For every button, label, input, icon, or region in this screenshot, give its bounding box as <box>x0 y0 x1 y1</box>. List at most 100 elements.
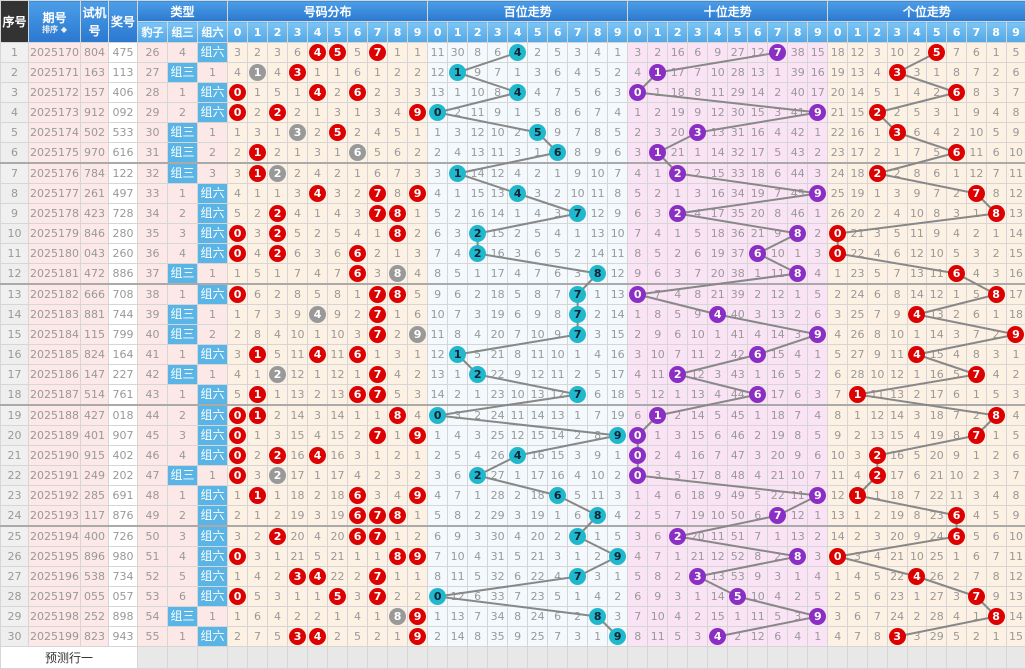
prediction-cell[interactable] <box>648 647 668 669</box>
prediction-cell[interactable] <box>328 647 348 669</box>
hundreds-cell: 10 <box>588 163 608 184</box>
units-cell: 21 <box>927 466 947 486</box>
hundreds-ball: 6 <box>549 144 566 161</box>
prediction-cell[interactable] <box>608 647 628 669</box>
prediction-cell[interactable] <box>947 647 967 669</box>
prediction-cell[interactable] <box>288 647 308 669</box>
prediction-cell[interactable] <box>1006 647 1025 669</box>
tens-cell: 20 <box>768 446 788 466</box>
prediction-cell[interactable] <box>668 647 688 669</box>
units-cell: 7 <box>1006 83 1025 103</box>
units-cell: 2 <box>867 163 887 184</box>
prediction-cell[interactable] <box>248 647 268 669</box>
units-cell: 18 <box>887 486 907 506</box>
prediction-cell[interactable] <box>728 647 748 669</box>
prediction-cell[interactable] <box>688 647 708 669</box>
prediction-cell[interactable] <box>828 647 848 669</box>
zu6-badge: 组六 <box>198 184 227 203</box>
tens-cell: 6 <box>628 587 648 607</box>
prediction-cell[interactable] <box>488 647 508 669</box>
prediction-cell[interactable] <box>907 647 927 669</box>
prediction-cell[interactable] <box>568 647 588 669</box>
units-cell: 3 <box>887 63 907 83</box>
prediction-cell[interactable] <box>748 647 768 669</box>
prediction-cell[interactable] <box>788 647 808 669</box>
issue-number: 2025178 <box>29 204 81 224</box>
prediction-cell[interactable] <box>867 647 887 669</box>
zu3-cell: 1 <box>168 486 198 506</box>
units-cell: 6 <box>947 264 967 285</box>
prediction-cell[interactable] <box>228 647 248 669</box>
units-cell: 4 <box>887 204 907 224</box>
dist-cell: 1 <box>368 446 388 466</box>
prediction-cell[interactable] <box>768 647 788 669</box>
dist-cell: 9 <box>408 325 428 345</box>
header-issue[interactable]: 期号排序 ◆ <box>29 1 81 43</box>
header-digit: 3 <box>288 22 308 43</box>
prediction-cell[interactable] <box>308 647 328 669</box>
dist-cell: 1 <box>308 325 328 345</box>
dist-cell: 4 <box>348 224 368 244</box>
hundreds-ball: 1 <box>449 165 466 182</box>
units-cell: 1 <box>867 123 887 143</box>
dist-cell: 12 <box>288 365 308 385</box>
prediction-cell[interactable] <box>348 647 368 669</box>
tens-cell: 40 <box>728 305 748 325</box>
prediction-cell[interactable] <box>408 647 428 669</box>
hundreds-cell: 7 <box>468 607 488 627</box>
dist-cell: 21 <box>328 547 348 567</box>
tens-cell: 3 <box>808 163 828 184</box>
tens-ball: 3 <box>689 124 706 141</box>
prediction-cell[interactable] <box>168 647 198 669</box>
dist-cell: 3 <box>308 405 328 426</box>
dist-cell: 1 <box>248 143 268 164</box>
dist-cell: 4 <box>248 567 268 587</box>
sort-icon[interactable]: 排序 ◆ <box>29 26 80 34</box>
dist-ball: 0 <box>229 588 246 605</box>
prediction-cell[interactable] <box>986 647 1006 669</box>
dist-cell: 7 <box>328 264 348 285</box>
prediction-cell[interactable] <box>808 647 828 669</box>
hundreds-cell: 1 <box>588 627 608 647</box>
prediction-cell[interactable] <box>138 647 168 669</box>
prediction-cell[interactable] <box>708 647 728 669</box>
dist-cell: 2 <box>268 244 288 264</box>
dist-cell: 2 <box>408 587 428 607</box>
row-number: 18 <box>1 385 29 406</box>
dist-cell: 2 <box>348 123 368 143</box>
prediction-cell[interactable] <box>268 647 288 669</box>
prediction-cell[interactable] <box>588 647 608 669</box>
prediction-cell[interactable] <box>198 647 228 669</box>
tens-cell: 1 <box>808 506 828 527</box>
baozi-omission: 35 <box>138 224 168 244</box>
prediction-cell[interactable] <box>848 647 868 669</box>
tens-cell: 7 <box>768 506 788 527</box>
prediction-cell[interactable] <box>628 647 648 669</box>
units-ball: 6 <box>948 144 965 161</box>
prediction-cell[interactable] <box>368 647 388 669</box>
prediction-cell[interactable] <box>966 647 986 669</box>
prediction-cell[interactable] <box>508 647 528 669</box>
prediction-cell[interactable] <box>468 647 488 669</box>
tens-cell: 14 <box>708 143 728 164</box>
tens-cell: 5 <box>808 587 828 607</box>
issue-number: 2025196 <box>29 567 81 587</box>
tens-cell: 1 <box>668 224 688 244</box>
prediction-cell[interactable] <box>548 647 568 669</box>
prediction-cell[interactable] <box>448 647 468 669</box>
prediction-cell[interactable] <box>528 647 548 669</box>
tens-cell: 7 <box>628 607 648 627</box>
hundreds-ball: 8 <box>589 507 606 524</box>
prediction-cell[interactable] <box>388 647 408 669</box>
issue-number: 2025199 <box>29 627 81 647</box>
tens-cell: 10 <box>748 587 768 607</box>
tens-cell: 34 <box>728 184 748 204</box>
dist-cell: 5 <box>308 547 328 567</box>
prediction-cell[interactable] <box>927 647 947 669</box>
tens-cell: 4 <box>708 627 728 647</box>
dist-ball: 6 <box>349 245 366 262</box>
prediction-cell[interactable] <box>428 647 448 669</box>
tens-cell: 2 <box>648 446 668 466</box>
tens-cell: 40 <box>788 83 808 103</box>
prediction-cell[interactable] <box>887 647 907 669</box>
